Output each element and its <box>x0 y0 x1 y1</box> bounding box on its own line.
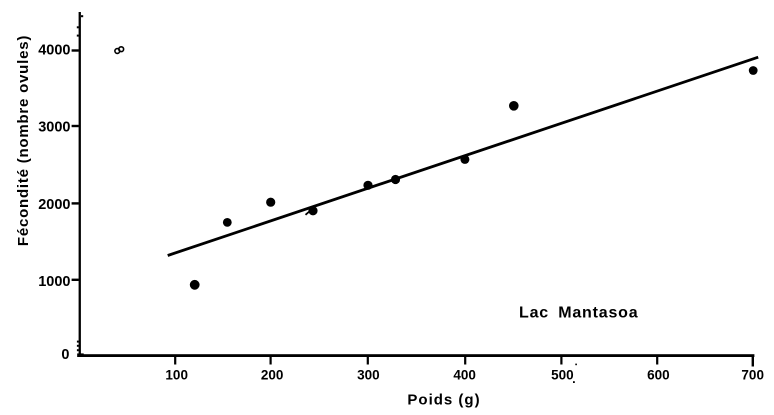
svg-text:700: 700 <box>741 367 764 382</box>
svg-text:3000: 3000 <box>38 119 70 135</box>
svg-text:500: 500 <box>551 367 574 382</box>
svg-text:100: 100 <box>165 367 188 382</box>
svg-text:2000: 2000 <box>38 197 70 213</box>
svg-text:1000: 1000 <box>38 274 70 290</box>
svg-text:600: 600 <box>647 367 670 382</box>
svg-text:Lac Mantasoa: Lac Mantasoa <box>519 305 638 322</box>
svg-text:Poids (g): Poids (g) <box>407 392 480 409</box>
svg-text:0: 0 <box>61 347 69 363</box>
svg-text:200: 200 <box>261 367 284 382</box>
svg-text:400: 400 <box>453 367 476 382</box>
svg-text:Fécondité (nombre ovules): Fécondité (nombre ovules) <box>15 35 32 246</box>
svg-text:300: 300 <box>357 367 380 382</box>
svg-text:4000: 4000 <box>38 42 70 58</box>
